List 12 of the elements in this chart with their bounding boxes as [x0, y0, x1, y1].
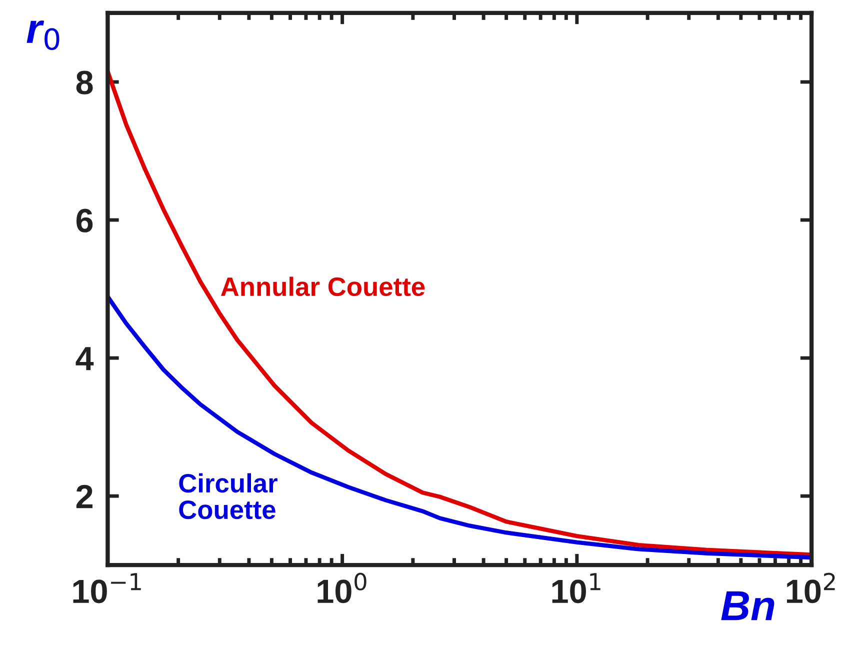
x-tick-label: 10$^{2}$: [786, 572, 835, 604]
x-tick-label: 10$^{1}$: [552, 573, 600, 604]
series-label: Annular Couette: [220, 276, 425, 296]
y-tick-label: 2: [76, 484, 92, 508]
y-tick-label: 8: [76, 70, 93, 94]
x-axis-title: Bn: [721, 591, 774, 620]
series-label: Circular Couette: [179, 473, 278, 520]
y-tick-label: 4: [76, 347, 94, 370]
y-tick-label: 6: [76, 208, 93, 232]
x-tick-label: 10$^{0}$: [318, 572, 366, 604]
x-tick-label: 10$^{−1}$: [73, 573, 141, 604]
y-axis-title: r$_{0}$: [26, 20, 60, 50]
